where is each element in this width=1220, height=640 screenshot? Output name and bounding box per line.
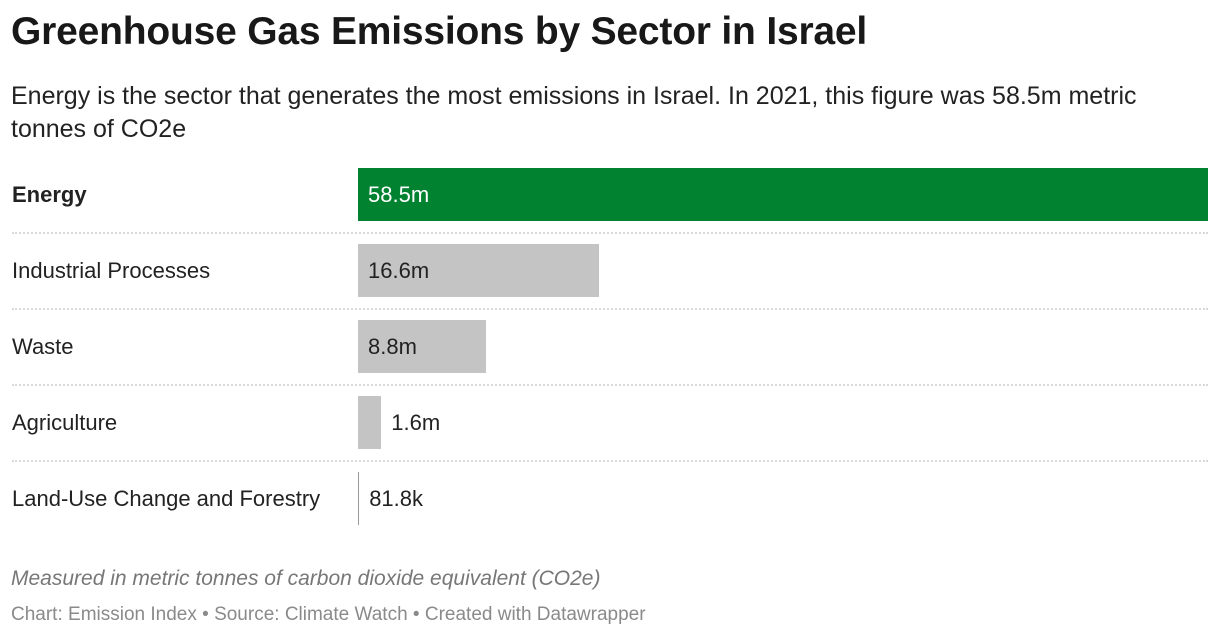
category-label-energy: Energy bbox=[12, 181, 87, 207]
category-label-land-use-change-and-forestry: Land-Use Change and Forestry bbox=[12, 485, 321, 511]
bar-energy bbox=[358, 168, 1208, 221]
bar-waste bbox=[358, 320, 486, 373]
value-label-industrial-processes: 16.6m bbox=[368, 257, 430, 283]
value-label-land-use-change-and-forestry: 81.8k bbox=[369, 485, 424, 511]
chart-credits: Chart: Emission Index • Source: Climate … bbox=[11, 604, 646, 625]
value-label-waste: 8.8m bbox=[368, 333, 417, 359]
value-label-agriculture: 1.6m bbox=[391, 409, 441, 435]
bar-industrial-processes bbox=[358, 244, 600, 297]
row-separator bbox=[12, 308, 1208, 310]
chart-title: Greenhouse Gas Emissions by Sector in Is… bbox=[11, 10, 868, 53]
category-label-agriculture: Agriculture bbox=[12, 409, 118, 435]
bar-land-use-change-and-forestry bbox=[358, 472, 360, 525]
chart-subtitle: Energy is the sector that generates the … bbox=[11, 82, 1137, 143]
row-separator bbox=[12, 460, 1208, 462]
baseline bbox=[358, 472, 359, 525]
category-label-industrial-processes: Industrial Processes bbox=[12, 257, 211, 283]
category-label-waste: Waste bbox=[12, 333, 74, 359]
value-label-energy: 58.5m bbox=[368, 181, 430, 207]
row-separator bbox=[12, 232, 1208, 234]
chart-notes: Measured in metric tonnes of carbon diox… bbox=[11, 567, 601, 590]
bar-agriculture bbox=[358, 396, 382, 449]
row-separator bbox=[12, 384, 1208, 386]
